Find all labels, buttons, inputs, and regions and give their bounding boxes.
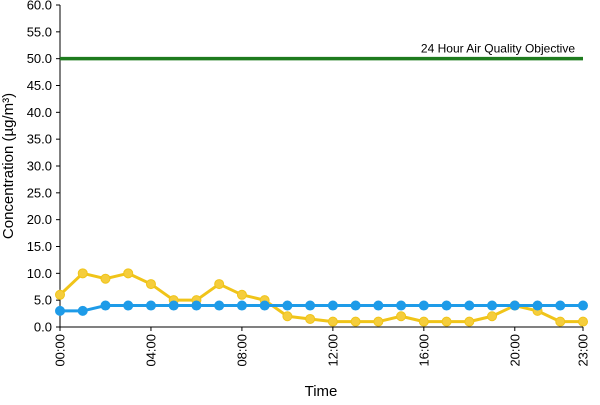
y-tick-label: 35.0 <box>27 132 52 147</box>
data-point <box>555 300 566 311</box>
data-point <box>487 300 498 311</box>
series-line-1 <box>58 271 585 324</box>
data-point <box>77 305 88 316</box>
data-point <box>123 300 134 311</box>
y-tick-label: 40.0 <box>27 105 52 120</box>
y-tick-label: 10.0 <box>27 266 52 281</box>
x-tick-label: 08:00 <box>234 334 249 367</box>
data-point <box>441 300 452 311</box>
data-point <box>282 311 293 322</box>
data-point <box>282 300 293 311</box>
data-point <box>100 300 111 311</box>
data-point <box>350 300 361 311</box>
data-point <box>236 289 247 300</box>
data-point <box>236 300 247 311</box>
x-tick-label: 23:00 <box>576 334 591 367</box>
data-point <box>214 279 225 290</box>
data-point <box>396 311 407 322</box>
data-point <box>418 300 429 311</box>
data-point <box>464 300 475 311</box>
data-point <box>464 316 475 327</box>
x-tick-label: 00:00 <box>53 334 68 367</box>
data-point <box>396 300 407 311</box>
x-tick-label: 04:00 <box>143 334 158 367</box>
data-point <box>123 268 134 279</box>
data-point <box>100 273 111 284</box>
data-point <box>373 300 384 311</box>
data-point <box>418 316 429 327</box>
x-axis-title: Time <box>305 383 338 400</box>
y-tick-label: 0.0 <box>34 320 52 335</box>
data-point <box>578 316 588 327</box>
data-point <box>77 268 88 279</box>
x-tick-label: 16:00 <box>416 334 431 367</box>
y-axis: 0.0 5.0 10.0 15.0 20.0 25.0 30.0 35.0 40.0 45.0 50… <box>27 0 61 335</box>
data-point <box>441 316 452 327</box>
y-axis-title: Concentration (µg/m³) <box>0 93 17 239</box>
data-point <box>145 279 156 290</box>
y-tick-label: 60.0 <box>27 0 52 13</box>
data-point <box>327 316 338 327</box>
y-tick-label: 30.0 <box>27 159 52 174</box>
data-point <box>55 305 65 316</box>
data-point <box>578 300 588 311</box>
x-tick-label: 12:00 <box>325 334 340 367</box>
y-tick-label: 25.0 <box>27 185 52 200</box>
y-tick-label: 15.0 <box>27 239 52 254</box>
y-tick-label: 55.0 <box>27 24 52 39</box>
data-point <box>305 300 316 311</box>
objective-label: 24 Hour Air Quality Objective <box>421 42 575 56</box>
data-point <box>350 316 361 327</box>
data-point <box>532 300 543 311</box>
y-tick-label: 20.0 <box>27 212 52 227</box>
y-tick-label: 50.0 <box>27 51 52 66</box>
data-point <box>168 300 179 311</box>
data-point <box>487 311 498 322</box>
y-tick-label: 5.0 <box>34 293 52 308</box>
x-axis: 00:00 04:00 08:00 12:00 16:00 20:00 23:00 <box>53 326 591 367</box>
data-point <box>145 300 156 311</box>
data-point <box>55 289 65 300</box>
y-tick-label: 45.0 <box>27 78 52 93</box>
data-point <box>214 300 225 311</box>
data-point <box>191 300 202 311</box>
data-point <box>373 316 384 327</box>
data-point <box>327 300 338 311</box>
data-point <box>259 300 270 311</box>
x-tick-label: 20:00 <box>507 334 522 367</box>
data-point <box>509 300 520 311</box>
data-point <box>305 313 316 324</box>
data-point <box>555 316 566 327</box>
